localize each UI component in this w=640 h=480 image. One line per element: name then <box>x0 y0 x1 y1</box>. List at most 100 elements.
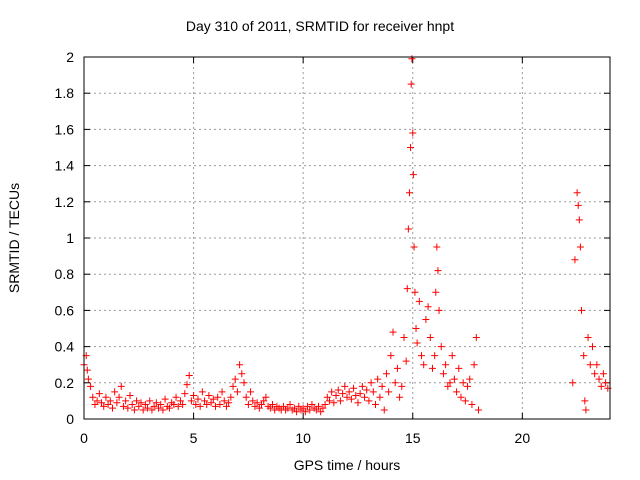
y-tick-label: 1.6 <box>55 121 75 137</box>
data-point <box>391 379 399 387</box>
data-point <box>412 325 420 332</box>
data-point <box>196 402 204 410</box>
data-point <box>418 352 426 360</box>
data-point <box>321 401 329 409</box>
y-tick-label: 2 <box>66 49 74 65</box>
data-point <box>192 401 200 409</box>
data-point <box>262 393 270 401</box>
data-point <box>435 306 443 314</box>
data-point <box>133 397 141 405</box>
data-point <box>284 404 292 412</box>
data-point <box>218 388 226 396</box>
data-point <box>253 399 261 407</box>
data-point <box>407 144 415 151</box>
data-point <box>444 382 452 390</box>
data-point <box>205 391 213 399</box>
data-point <box>286 401 294 409</box>
data-point <box>130 406 138 414</box>
data-point <box>597 382 605 390</box>
data-point <box>591 370 599 378</box>
data-point <box>152 399 160 407</box>
tick-labels-group: 00.20.40.60.811.21.41.61.820 5 10 15 20 <box>55 49 531 446</box>
data-point <box>161 395 169 403</box>
y-tick-label: 0.4 <box>55 339 75 355</box>
data-point <box>437 343 445 351</box>
data-point <box>198 388 206 396</box>
data-point <box>599 370 607 378</box>
data-point <box>159 406 167 414</box>
data-point <box>207 399 215 407</box>
data-point <box>299 404 307 412</box>
data-point <box>93 397 101 405</box>
data-point <box>83 366 91 374</box>
data-point <box>157 401 165 409</box>
x-tick-label: 20 <box>515 430 531 446</box>
data-point <box>244 401 252 409</box>
data-point <box>306 406 314 414</box>
data-point <box>227 393 235 401</box>
data-point <box>185 372 193 380</box>
x-tick-label: 10 <box>295 430 311 446</box>
data-point <box>402 357 410 365</box>
data-point <box>181 390 189 398</box>
y-tick-label: 1.8 <box>55 85 75 101</box>
data-point <box>95 390 103 398</box>
data-point <box>415 297 423 305</box>
y-tick-label: 1 <box>66 230 74 246</box>
data-point <box>319 404 327 412</box>
x-tick-label: 5 <box>190 430 198 446</box>
data-point <box>442 361 450 369</box>
data-point <box>432 288 440 296</box>
y-tick-label: 0.2 <box>55 375 75 391</box>
data-point <box>389 328 397 336</box>
data-point <box>84 375 92 383</box>
data-point <box>315 402 323 410</box>
data-point <box>240 379 248 387</box>
data-point <box>376 393 384 401</box>
data-point <box>176 397 184 405</box>
data-point <box>422 315 430 323</box>
data-point <box>459 379 467 387</box>
data-point <box>595 375 603 383</box>
data-point <box>304 402 312 410</box>
data-points-group <box>80 55 612 416</box>
data-point <box>106 397 114 405</box>
x-tick-label: 0 <box>80 430 88 446</box>
data-point <box>426 334 434 342</box>
data-point <box>150 402 158 410</box>
data-point <box>255 404 263 412</box>
data-point <box>358 382 366 390</box>
data-point <box>317 408 325 416</box>
data-point <box>573 189 581 197</box>
data-point <box>229 382 237 390</box>
y-tick-label: 0.8 <box>55 266 75 282</box>
data-point <box>220 397 228 405</box>
data-point <box>382 370 390 378</box>
data-point <box>588 343 596 351</box>
data-point <box>580 352 588 360</box>
data-point <box>328 388 336 396</box>
data-point <box>398 382 406 390</box>
data-point <box>354 399 362 407</box>
data-point <box>581 397 589 405</box>
data-point <box>352 391 360 399</box>
data-point <box>341 382 349 390</box>
y-tick-label: 1.2 <box>55 194 75 210</box>
data-point <box>102 393 110 401</box>
data-point <box>365 397 373 405</box>
data-point <box>155 404 163 412</box>
data-point <box>172 393 180 401</box>
data-point <box>408 55 416 63</box>
data-point <box>141 401 149 409</box>
data-point <box>410 243 418 251</box>
data-point <box>216 401 224 409</box>
data-point <box>413 339 421 347</box>
data-point <box>122 397 130 405</box>
data-point <box>403 285 411 293</box>
data-point <box>330 399 338 407</box>
data-point <box>170 401 178 409</box>
data-point <box>233 388 241 396</box>
data-point <box>98 399 106 407</box>
data-point <box>411 288 419 296</box>
data-point <box>433 243 441 251</box>
